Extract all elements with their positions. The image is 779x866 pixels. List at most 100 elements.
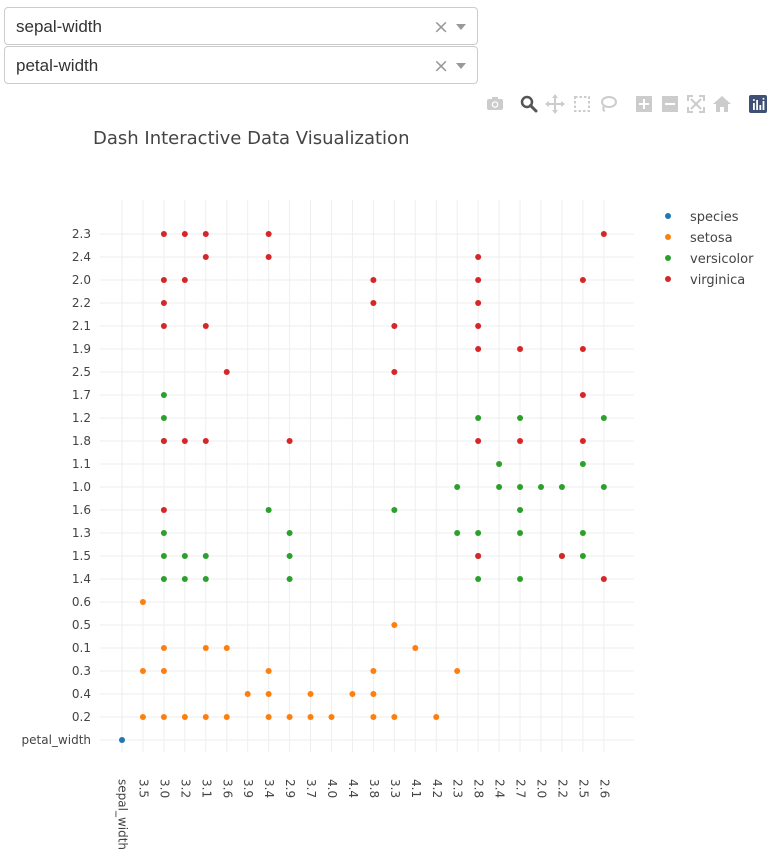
reset-axes-icon[interactable] <box>712 94 732 114</box>
data-point[interactable] <box>391 622 398 628</box>
data-point[interactable] <box>370 668 377 674</box>
data-point[interactable] <box>181 438 188 444</box>
data-point[interactable] <box>202 714 209 720</box>
data-point[interactable] <box>600 231 607 237</box>
data-point[interactable] <box>517 530 524 536</box>
pan-icon[interactable] <box>545 94 565 114</box>
data-point[interactable] <box>517 438 524 444</box>
data-point[interactable] <box>475 346 482 352</box>
data-point[interactable] <box>181 714 188 720</box>
data-point[interactable] <box>160 576 167 582</box>
data-point[interactable] <box>558 553 565 559</box>
data-point[interactable] <box>160 277 167 283</box>
data-point[interactable] <box>160 392 167 398</box>
data-point[interactable] <box>475 438 482 444</box>
data-point[interactable] <box>454 668 461 674</box>
data-point[interactable] <box>181 576 188 582</box>
data-point[interactable] <box>412 645 419 651</box>
data-point[interactable] <box>160 507 167 513</box>
data-point[interactable] <box>119 737 125 743</box>
clear-icon[interactable]: × <box>433 55 449 77</box>
box-select-icon[interactable] <box>572 94 592 114</box>
data-point[interactable] <box>223 369 230 375</box>
data-point[interactable] <box>475 323 482 329</box>
data-point[interactable] <box>475 553 482 559</box>
chevron-down-icon[interactable] <box>456 63 466 69</box>
data-point[interactable] <box>454 530 461 536</box>
data-point[interactable] <box>286 530 293 536</box>
data-point[interactable] <box>160 714 167 720</box>
data-point[interactable] <box>391 714 398 720</box>
data-point[interactable] <box>391 369 398 375</box>
data-point[interactable] <box>579 438 586 444</box>
data-point[interactable] <box>517 484 524 490</box>
data-point[interactable] <box>139 599 146 605</box>
data-point[interactable] <box>160 438 167 444</box>
data-point[interactable] <box>475 254 482 260</box>
data-point[interactable] <box>579 530 586 536</box>
data-point[interactable] <box>160 300 167 306</box>
legend-label[interactable]: setosa <box>690 231 733 246</box>
data-point[interactable] <box>475 277 482 283</box>
zoom-out-icon[interactable] <box>660 94 680 114</box>
data-point[interactable] <box>370 277 377 283</box>
lasso-select-icon[interactable] <box>598 94 618 114</box>
data-point[interactable] <box>202 553 209 559</box>
data-point[interactable] <box>558 484 565 490</box>
data-point[interactable] <box>517 576 524 582</box>
clear-icon[interactable]: × <box>433 16 449 38</box>
data-point[interactable] <box>475 415 482 421</box>
chevron-down-icon[interactable] <box>456 24 466 30</box>
data-point[interactable] <box>370 300 377 306</box>
data-point[interactable] <box>475 576 482 582</box>
data-point[interactable] <box>286 714 293 720</box>
data-point[interactable] <box>160 323 167 329</box>
data-point[interactable] <box>160 530 167 536</box>
data-point[interactable] <box>370 714 377 720</box>
data-point[interactable] <box>433 714 440 720</box>
data-point[interactable] <box>202 231 209 237</box>
data-point[interactable] <box>265 691 272 697</box>
data-point[interactable] <box>391 323 398 329</box>
data-point[interactable] <box>223 645 230 651</box>
data-point[interactable] <box>538 484 544 490</box>
zoom-icon[interactable] <box>519 94 539 114</box>
data-point[interactable] <box>475 530 482 536</box>
data-point[interactable] <box>370 691 377 697</box>
data-point[interactable] <box>223 714 230 720</box>
data-point[interactable] <box>202 438 209 444</box>
data-point[interactable] <box>600 415 607 421</box>
data-point[interactable] <box>286 553 293 559</box>
data-point[interactable] <box>160 553 167 559</box>
data-point[interactable] <box>286 438 293 444</box>
legend[interactable]: species setosa versicolor virginica <box>665 210 754 288</box>
data-point[interactable] <box>517 346 524 352</box>
data-point[interactable] <box>496 484 503 490</box>
data-point[interactable] <box>579 392 586 398</box>
data-point[interactable] <box>475 300 482 306</box>
scatter-points[interactable] <box>119 231 607 743</box>
data-point[interactable] <box>160 415 167 421</box>
data-point[interactable] <box>181 231 188 237</box>
legend-label[interactable]: virginica <box>690 273 745 288</box>
data-point[interactable] <box>139 714 146 720</box>
legend-label[interactable]: species <box>690 210 739 225</box>
data-point[interactable] <box>579 461 586 467</box>
data-point[interactable] <box>181 553 188 559</box>
data-point[interactable] <box>517 507 524 513</box>
data-point[interactable] <box>391 507 398 513</box>
data-point[interactable] <box>202 645 209 651</box>
data-point[interactable] <box>600 576 607 582</box>
zoom-in-icon[interactable] <box>634 94 654 114</box>
data-point[interactable] <box>307 691 314 697</box>
data-point[interactable] <box>454 484 461 490</box>
data-point[interactable] <box>160 668 167 674</box>
camera-icon[interactable] <box>485 94 505 114</box>
data-point[interactable] <box>349 691 356 697</box>
data-point[interactable] <box>517 415 524 421</box>
data-point[interactable] <box>307 714 314 720</box>
data-point[interactable] <box>265 668 272 674</box>
data-point[interactable] <box>286 576 293 582</box>
data-point[interactable] <box>160 231 167 237</box>
data-point[interactable] <box>579 553 586 559</box>
